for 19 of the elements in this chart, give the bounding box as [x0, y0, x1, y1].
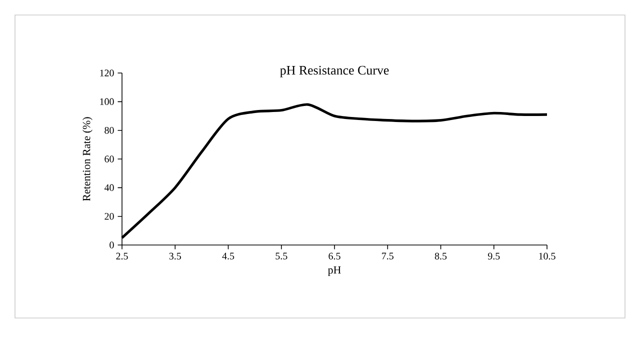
x-tick-label: 10.5 [539, 252, 556, 260]
x-tick-label: 9.5 [488, 252, 500, 260]
y-tick-label: 80 [104, 126, 114, 134]
x-tick-label: 2.5 [116, 252, 128, 260]
y-tick-label: 20 [104, 212, 114, 220]
x-axis-title: pH [328, 266, 341, 276]
y-axis-title: Retention Rate (%) [82, 117, 92, 201]
y-tick-label: 60 [104, 156, 114, 162]
x-tick-label: 7.5 [382, 252, 394, 260]
chart-title: pH Resistance Curve [280, 66, 389, 78]
x-tick-label: 4.5 [222, 252, 234, 260]
x-tick-label: 5.5 [276, 252, 288, 260]
y-tick-label: 120 [100, 70, 114, 76]
y-tick-label: 40 [104, 184, 114, 192]
x-tick-label: 6.5 [328, 252, 340, 260]
y-tick-label: 0 [110, 242, 114, 248]
y-tick-label: 100 [100, 98, 114, 106]
x-tick-label: 3.5 [169, 252, 181, 260]
x-tick-label: 8.5 [434, 252, 447, 260]
